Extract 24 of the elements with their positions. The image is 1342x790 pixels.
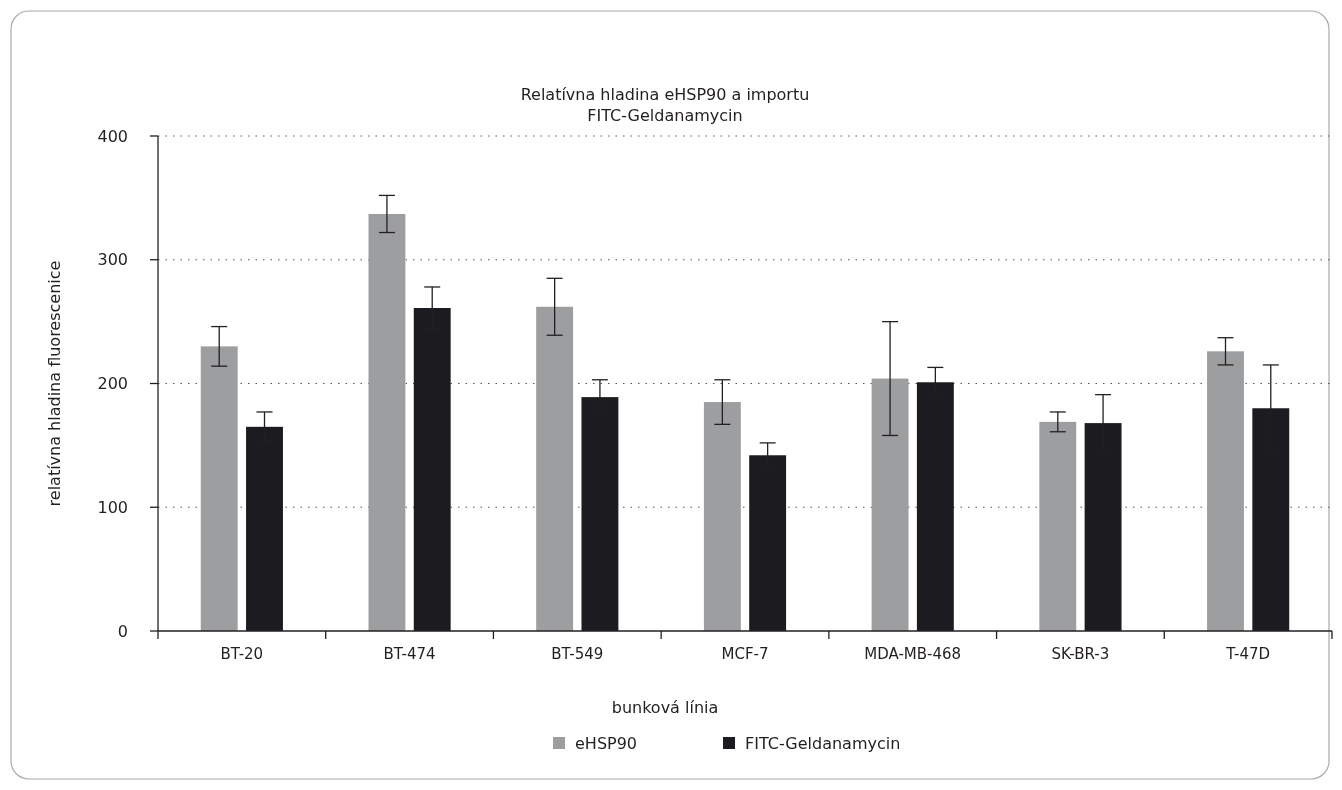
x-tick-label: BT-474 <box>383 645 436 663</box>
y-tick-label: 100 <box>97 497 128 517</box>
bar <box>536 306 574 631</box>
y-axis-title: relatívna hladina fluorescenice <box>45 260 64 507</box>
legend-label: FITC-Geldanamycin <box>745 733 901 753</box>
x-tick-label: MCF-7 <box>721 645 769 663</box>
y-tick-label: 0 <box>117 621 128 641</box>
x-tick-label: MDA-MB-468 <box>864 645 962 663</box>
x-tick-label: T-47D <box>1225 645 1271 663</box>
bar <box>368 213 406 631</box>
bar <box>1039 421 1077 631</box>
bar <box>200 346 238 631</box>
y-tick-label: 300 <box>97 250 128 270</box>
bar <box>1207 351 1244 631</box>
bar <box>703 402 741 631</box>
x-tick-label: BT-20 <box>220 645 264 663</box>
y-tick-label: 200 <box>97 374 128 394</box>
x-tick-label: BT-549 <box>551 645 604 663</box>
chart-title: Relatívna hladina eHSP90 a importu FITC-Geldanamycin <box>520 85 810 125</box>
bar <box>871 378 909 631</box>
legend-label: eHSP90 <box>575 733 638 753</box>
x-tick-label: SK-BR-3 <box>1051 645 1110 663</box>
y-tick-label: 400 <box>97 126 128 146</box>
x-axis-title: bunková línia <box>611 698 719 717</box>
